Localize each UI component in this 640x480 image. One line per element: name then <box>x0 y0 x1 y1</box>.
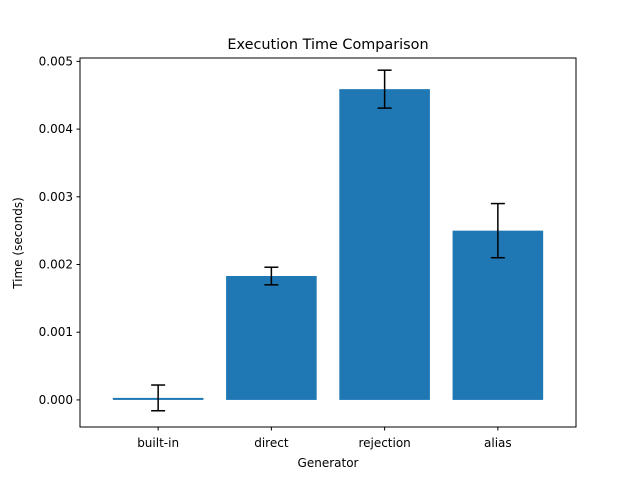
y-axis: 0.000 0.001 0.002 0.003 0.004 0.005 <box>39 54 80 407</box>
error-bar-rejection <box>377 69 392 109</box>
x-tick-label: rejection <box>358 436 410 450</box>
x-tick-label: built-in <box>137 436 179 450</box>
error-bar-direct <box>264 266 279 286</box>
plot-area <box>112 69 544 412</box>
y-tick-label: 0.005 <box>39 54 73 68</box>
y-tick-label: 0.000 <box>39 393 73 407</box>
x-axis: built-in direct rejection alias <box>137 427 512 450</box>
x-tick-label: direct <box>254 436 289 450</box>
bar-direct <box>226 276 317 400</box>
y-axis-label: Time (seconds) <box>11 197 25 290</box>
y-tick-label: 0.003 <box>39 190 73 204</box>
x-tick-label: alias <box>484 436 512 450</box>
error-bar-built-in <box>151 384 166 412</box>
error-bar-alias <box>490 202 505 259</box>
y-tick-label: 0.002 <box>39 258 73 272</box>
chart-title: Execution Time Comparison <box>227 37 428 53</box>
plot-frame <box>79 57 577 428</box>
x-axis-label: Generator <box>298 456 359 470</box>
bar-rejection <box>339 89 430 400</box>
bar-alias <box>452 230 544 400</box>
y-tick-label: 0.004 <box>39 122 73 136</box>
y-tick-label: 0.001 <box>39 325 73 339</box>
